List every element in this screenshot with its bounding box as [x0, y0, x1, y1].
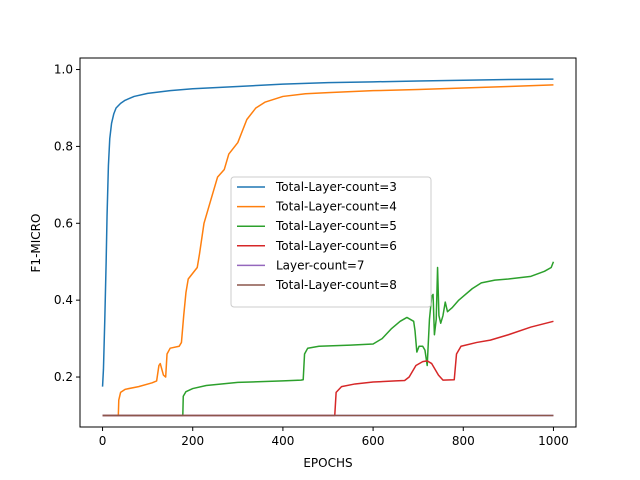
legend-entry: Layer-count=7: [276, 258, 365, 272]
series-line-1: [101, 78, 554, 387]
y-tick-label: 0.8: [54, 139, 73, 153]
legend-entry: Total-Layer-count=6: [275, 239, 397, 253]
legend-entry: Total-Layer-count=3: [275, 180, 397, 194]
legend-entry: Total-Layer-count=8: [275, 278, 397, 292]
x-tick-label: 600: [362, 434, 385, 448]
legend-entry: Total-Layer-count=4: [275, 200, 397, 214]
x-tick-label: 200: [181, 434, 204, 448]
y-tick-label: 0.6: [54, 216, 73, 230]
legend-entry: Total-Layer-count=5: [275, 219, 397, 233]
x-axis-ticks: 0 200 400 600 800 1000: [99, 427, 569, 448]
series-line-3: [102, 261, 555, 417]
x-tick-label: 0: [99, 434, 107, 448]
y-tick-label: 1.0: [54, 63, 73, 77]
y-tick-label: 0.2: [54, 370, 73, 384]
x-tick-label: 400: [271, 434, 294, 448]
x-tick-label: 1000: [538, 434, 569, 448]
y-tick-label: 0.4: [54, 293, 73, 307]
series-line-2: [102, 84, 554, 417]
x-axis-label: EPOCHS: [303, 456, 352, 470]
series-lines: [101, 78, 555, 417]
x-tick-label: 800: [452, 434, 475, 448]
plot-frame: [79, 57, 577, 428]
y-axis-ticks: 0.2 0.4 0.6 0.8 1.0: [54, 63, 80, 384]
legend-box: [230, 176, 432, 308]
y-axis-label: F1-MICRO: [29, 214, 43, 273]
legend: Total-Layer-count=3 Total-Layer-count=4 To…: [230, 176, 432, 308]
series-line-4: [102, 320, 554, 417]
